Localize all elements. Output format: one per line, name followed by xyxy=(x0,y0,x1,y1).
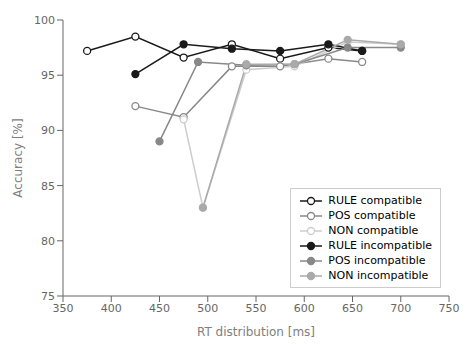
svg-text:450: 450 xyxy=(149,302,170,315)
svg-text:90: 90 xyxy=(41,124,55,137)
svg-text:95: 95 xyxy=(41,69,55,82)
html-text:NON incompatible: NON incompatible xyxy=(328,269,429,282)
svg-text:750: 750 xyxy=(439,302,460,315)
html-text:NON compatible: NON compatible xyxy=(328,224,419,237)
svg-text:550: 550 xyxy=(246,302,267,315)
svg-text:100: 100 xyxy=(34,14,55,27)
svg-text:80: 80 xyxy=(41,235,55,248)
svg-text:75: 75 xyxy=(41,290,55,303)
html-text:POS incompatible: POS incompatible xyxy=(328,254,426,267)
svg-text:650: 650 xyxy=(342,302,363,315)
html-text:RULE incompatible: RULE incompatible xyxy=(328,239,432,252)
svg-text:Accuracy [%]: Accuracy [%] xyxy=(11,118,25,197)
html-text:POS compatible: POS compatible xyxy=(328,209,416,222)
svg-text:85: 85 xyxy=(41,180,55,193)
svg-text:400: 400 xyxy=(101,302,122,315)
svg-text:700: 700 xyxy=(390,302,411,315)
svg-text:500: 500 xyxy=(197,302,218,315)
svg-text:RT distribution [ms]: RT distribution [ms] xyxy=(197,325,315,339)
html-text:RULE compatible: RULE compatible xyxy=(328,194,422,207)
svg-text:600: 600 xyxy=(294,302,315,315)
svg-text:350: 350 xyxy=(53,302,74,315)
